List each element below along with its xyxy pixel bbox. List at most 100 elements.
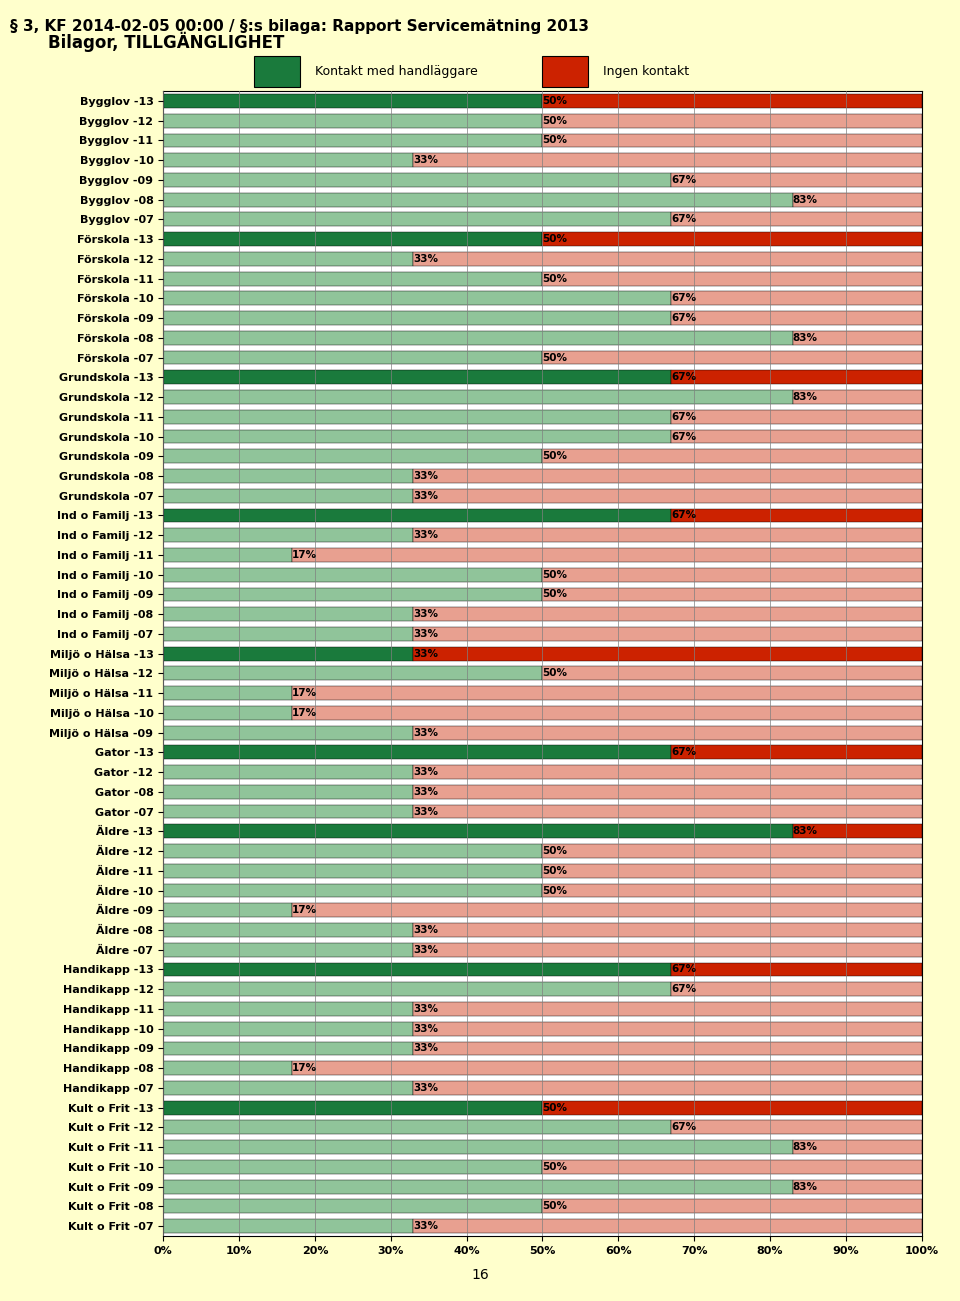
Text: 50%: 50% <box>542 1103 567 1112</box>
Bar <box>671 429 922 444</box>
Text: 67%: 67% <box>671 215 696 224</box>
Bar <box>671 173 922 187</box>
Bar <box>163 726 414 739</box>
Bar <box>163 825 793 838</box>
Text: 83%: 83% <box>793 333 818 342</box>
Bar <box>163 1219 414 1233</box>
Bar <box>163 449 542 463</box>
Text: 17%: 17% <box>292 708 317 718</box>
Text: 67%: 67% <box>671 174 696 185</box>
Bar <box>292 686 922 700</box>
Text: 33%: 33% <box>414 945 439 955</box>
Text: 50%: 50% <box>542 234 567 245</box>
Bar <box>414 1081 922 1095</box>
Text: 33%: 33% <box>414 1024 439 1034</box>
Text: 17%: 17% <box>292 550 317 559</box>
Bar <box>163 470 414 483</box>
Bar <box>671 745 922 760</box>
Bar <box>292 706 922 719</box>
Bar <box>414 924 922 937</box>
Bar <box>163 1002 414 1016</box>
Text: 17%: 17% <box>292 688 317 699</box>
Bar <box>163 1081 414 1095</box>
Text: 50%: 50% <box>542 96 567 105</box>
Bar <box>163 864 542 878</box>
Bar <box>163 1180 793 1193</box>
Text: 83%: 83% <box>793 826 818 837</box>
Text: 16: 16 <box>471 1268 489 1281</box>
Bar <box>414 1021 922 1036</box>
Bar <box>414 470 922 483</box>
Bar <box>163 686 292 700</box>
Bar <box>414 1042 922 1055</box>
FancyBboxPatch shape <box>542 56 588 87</box>
Bar <box>414 627 922 641</box>
Bar <box>414 1002 922 1016</box>
Bar <box>163 134 542 147</box>
Bar <box>163 804 414 818</box>
Bar <box>671 982 922 997</box>
Text: 67%: 67% <box>671 314 696 323</box>
Bar <box>414 154 922 167</box>
Bar <box>163 410 671 424</box>
Text: 33%: 33% <box>414 925 439 935</box>
Text: 33%: 33% <box>414 1043 439 1054</box>
Bar <box>542 1200 922 1214</box>
Text: 50%: 50% <box>542 846 567 856</box>
Bar <box>793 390 922 403</box>
Text: 50%: 50% <box>542 886 567 895</box>
Bar <box>542 232 922 246</box>
Bar <box>163 924 414 937</box>
Text: 67%: 67% <box>671 747 696 757</box>
Bar <box>671 1120 922 1134</box>
Text: 33%: 33% <box>414 807 439 817</box>
Bar <box>414 804 922 818</box>
Bar <box>671 212 922 226</box>
Bar <box>793 193 922 207</box>
Bar <box>163 429 671 444</box>
Bar <box>414 647 922 661</box>
Bar <box>163 311 671 325</box>
Bar <box>163 943 414 956</box>
Bar <box>414 943 922 956</box>
Bar <box>163 883 542 898</box>
Bar <box>414 252 922 265</box>
Bar <box>163 588 542 601</box>
Bar <box>163 844 542 857</box>
Text: 33%: 33% <box>414 1004 439 1013</box>
Text: 67%: 67% <box>671 293 696 303</box>
Bar <box>414 528 922 543</box>
Text: 33%: 33% <box>414 1082 439 1093</box>
Bar <box>414 608 922 621</box>
Text: 17%: 17% <box>292 1063 317 1073</box>
Text: 83%: 83% <box>793 1142 818 1153</box>
Text: 50%: 50% <box>542 589 567 600</box>
Bar <box>163 351 542 364</box>
Bar <box>163 528 414 543</box>
Bar <box>163 627 414 641</box>
Text: 33%: 33% <box>414 155 439 165</box>
Text: 50%: 50% <box>542 116 567 126</box>
Bar <box>542 883 922 898</box>
Bar <box>163 765 414 779</box>
Text: 83%: 83% <box>793 1181 818 1192</box>
Bar <box>163 371 671 384</box>
Text: 67%: 67% <box>671 985 696 994</box>
Bar <box>542 864 922 878</box>
Bar <box>163 1160 542 1174</box>
Bar <box>163 1200 542 1214</box>
Text: 83%: 83% <box>793 392 818 402</box>
Text: Ingen kontakt: Ingen kontakt <box>603 65 689 78</box>
Bar <box>163 1101 542 1115</box>
Bar <box>793 1140 922 1154</box>
Text: 67%: 67% <box>671 432 696 441</box>
Bar <box>542 113 922 127</box>
Bar <box>542 567 922 582</box>
Bar <box>671 509 922 523</box>
Bar <box>671 371 922 384</box>
Bar <box>163 252 414 265</box>
Text: 50%: 50% <box>542 865 567 876</box>
Bar <box>163 390 793 403</box>
Bar <box>542 1160 922 1174</box>
Bar <box>542 94 922 108</box>
